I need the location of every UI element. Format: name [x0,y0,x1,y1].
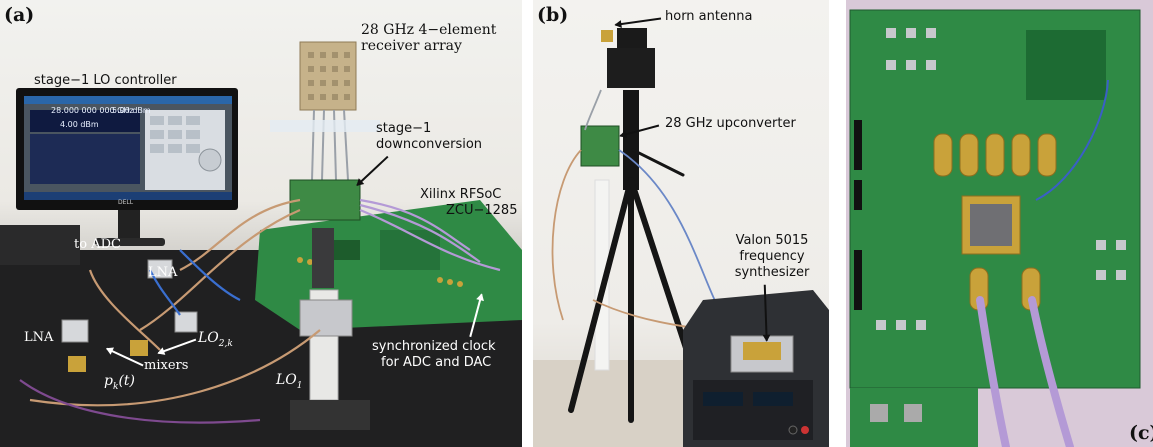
receiver-array [299,41,357,181]
label-valon-line1: Valon 5015 [735,233,809,248]
upconverter-board [580,125,620,167]
panel-a-scene [0,41,522,447]
panel-c-letter: (c) [1129,422,1153,444]
label-lo2k-sub: 2,k [218,338,233,349]
label-upconverter: 28 GHz upconverter [665,116,796,131]
label-receiver-array-line2: receiver array [361,38,462,54]
screen-readout-power: 4.00 dBm [60,120,99,129]
label-lna-upper: LNA [148,265,178,280]
label-lna-lower: LNA [24,330,54,345]
label-lo1-sub: 1 [296,380,303,391]
label-mixers: mixers [144,358,189,373]
label-lo2k: LO2,k [198,330,233,349]
valon-synthesizer [683,290,829,447]
panel-c-photo: (c) [846,0,1153,447]
panel-b-letter: (b) [537,4,569,26]
label-valon-line3: synthesizer [734,265,810,280]
panel-b-scene [533,28,829,447]
screen-readout-frequency: 28.000 000 000 GHz [51,106,134,115]
screen-readout-power-2: 5.00 dBm [112,106,151,115]
label-valon-line2: frequency [739,249,805,264]
label-lo1: LO1 [276,372,303,391]
label-downconversion-line2: downconversion [376,137,483,152]
label-rfsoc-line1: Xilinx RFSoC [420,187,502,202]
label-pkt: pk(t) [104,373,135,392]
label-to-adc: to ADC [74,237,121,252]
horn-antenna [601,30,613,42]
ribbon-cables [976,296,1074,447]
label-pkt-main: p [104,373,113,389]
label-clock-line1: synchronized clock [372,339,496,354]
label-lo2k-main: LO [198,330,219,346]
panel-a-photo: (a) 28 GHz 4−element receiver array stag… [0,0,522,447]
label-rfsoc-line2: ZCU−1285 [446,203,518,218]
label-pkt-sub: k [112,381,119,392]
label-clock-line2: for ADC and DAC [381,355,492,370]
lo-controller-monitor [16,88,238,246]
label-pkt-rest: (t) [118,373,135,389]
panel-b-photo: (b) horn antenna 28 GHz upconverter Valo… [533,0,829,447]
label-lo-controller: stage−1 LO controller [34,73,177,88]
label-receiver-array-line1: 28 GHz 4−element [361,22,497,38]
label-lo1-main: LO [276,372,297,388]
monitor-brand-logo: DELL [118,199,134,206]
panel-a-letter: (a) [4,4,35,26]
label-horn-antenna: horn antenna [665,9,753,24]
label-downconversion-line1: stage−1 [376,121,432,136]
panel-c-scene [849,9,1141,447]
